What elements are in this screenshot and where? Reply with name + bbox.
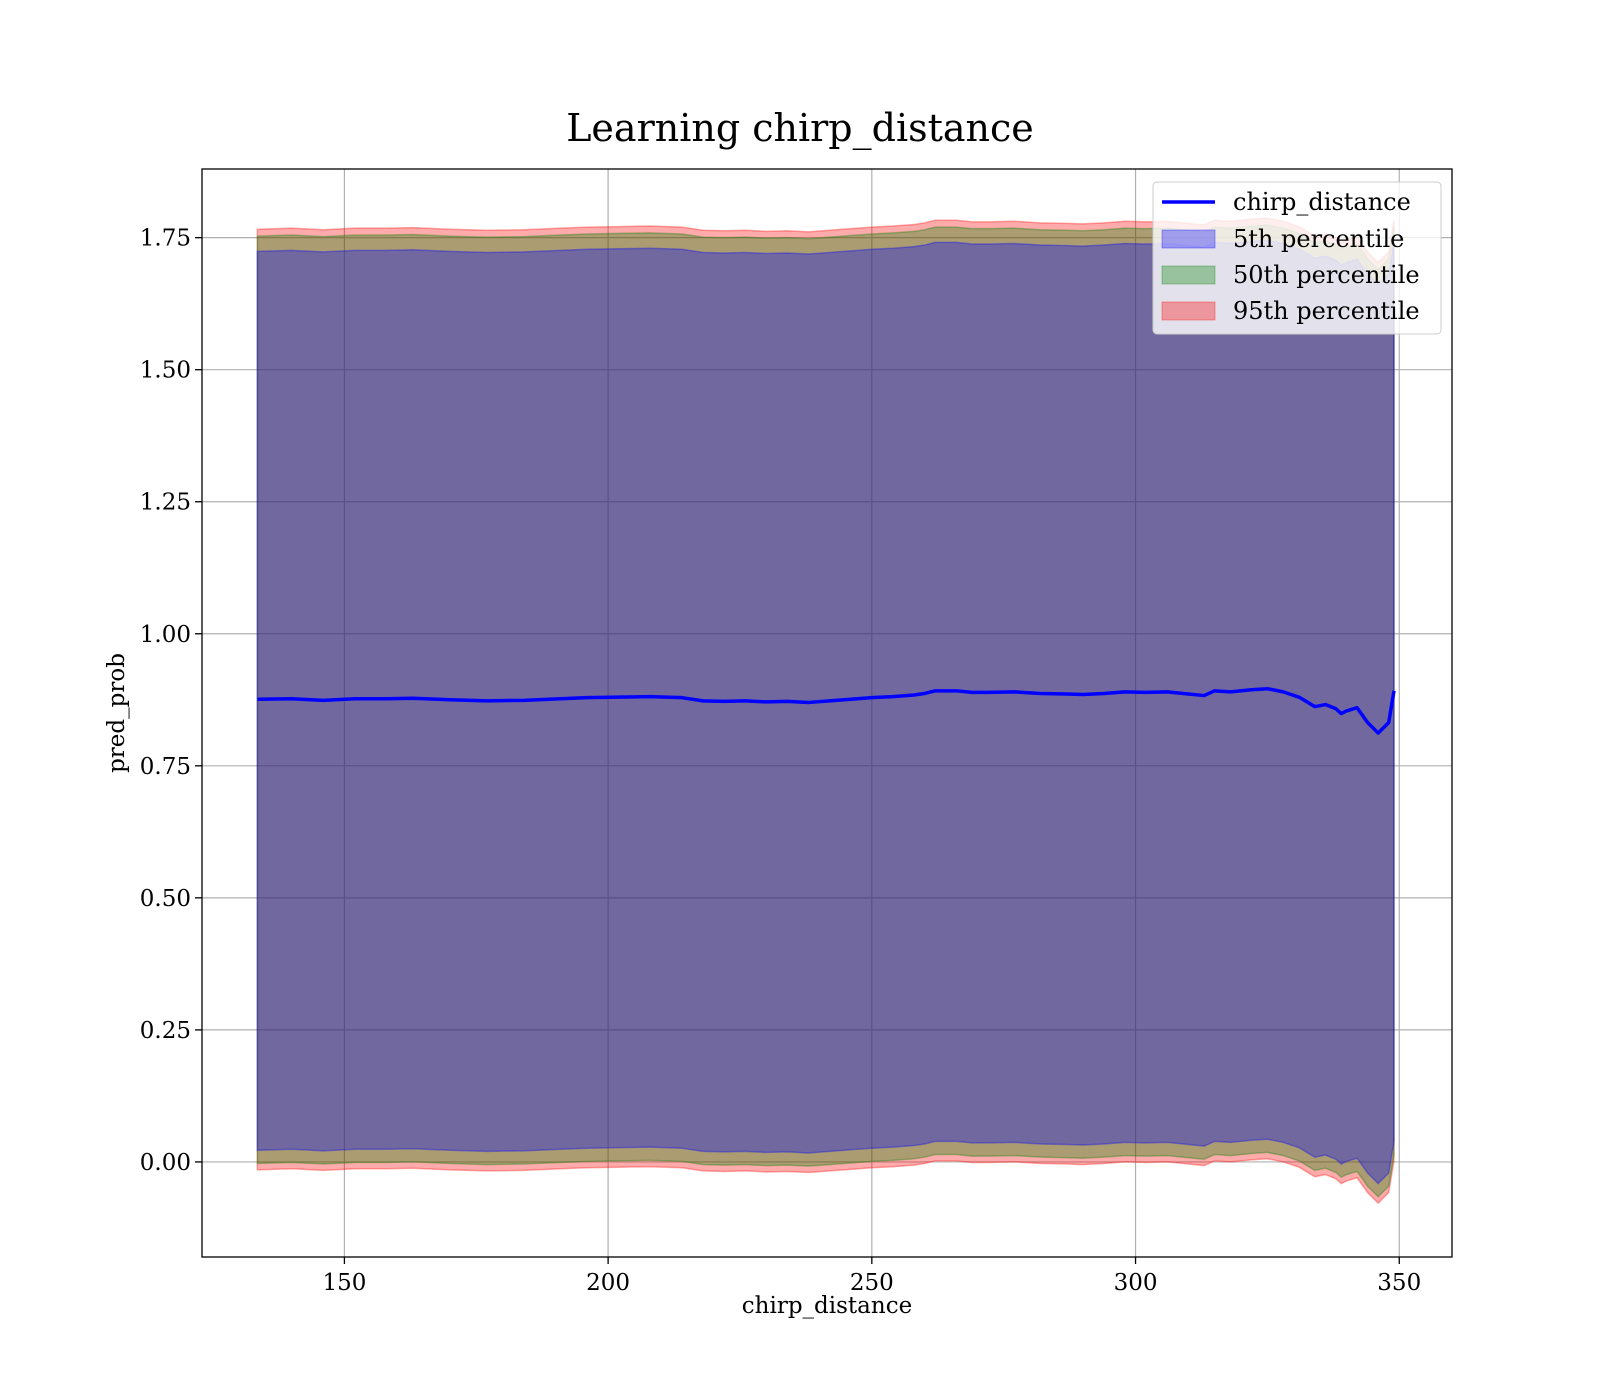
x-axis-label: chirp_distance bbox=[742, 1293, 912, 1319]
legend-label-p5: 5th percentile bbox=[1233, 225, 1404, 253]
y-tick-label: 0.00 bbox=[140, 1150, 191, 1176]
x-tick-label: 250 bbox=[850, 1270, 894, 1296]
plot-area-frame bbox=[201, 168, 1453, 1258]
y-tick-label: 1.25 bbox=[140, 490, 191, 516]
y-tick-label: 1.00 bbox=[140, 622, 191, 648]
band-p5 bbox=[256, 239, 1395, 1185]
x-axis-ticks: 150 200 250 300 350 bbox=[322, 1257, 1421, 1296]
y-axis-label: pred_prob bbox=[104, 653, 130, 773]
legend-swatch-p5 bbox=[1161, 229, 1216, 249]
legend-label-p50: 50th percentile bbox=[1233, 261, 1420, 289]
legend-label-p95: 95th percentile bbox=[1233, 297, 1420, 325]
x-tick-label: 300 bbox=[1114, 1270, 1158, 1296]
percentile-bands bbox=[256, 217, 1395, 1205]
chart-title: Learning chirp_distance bbox=[566, 106, 1034, 151]
y-tick-label: 0.50 bbox=[140, 886, 191, 912]
legend-label-line: chirp_distance bbox=[1233, 188, 1411, 216]
x-tick-label: 350 bbox=[1377, 1270, 1421, 1296]
x-tick-label: 200 bbox=[586, 1270, 630, 1296]
series-line-layer bbox=[257, 686, 1396, 735]
x-tick-label: 150 bbox=[322, 1270, 366, 1296]
y-tick-label: 0.25 bbox=[140, 1018, 191, 1044]
legend: chirp_distance 5th percentile 50th perce… bbox=[1152, 181, 1442, 335]
band-p50 bbox=[256, 224, 1395, 1198]
legend-swatch-p50 bbox=[1161, 265, 1216, 285]
y-tick-label: 1.50 bbox=[140, 358, 191, 384]
legend-swatch-p95 bbox=[1161, 301, 1216, 321]
y-tick-label: 0.75 bbox=[140, 754, 191, 780]
y-tick-label: 1.75 bbox=[140, 226, 191, 252]
legend-box bbox=[1152, 181, 1442, 335]
series-line-chirp-distance bbox=[257, 686, 1396, 735]
y-axis-ticks: 0.00 0.25 0.50 0.75 1.00 1.25 1.50 1.75 bbox=[140, 226, 202, 1176]
band-p95 bbox=[256, 217, 1395, 1205]
